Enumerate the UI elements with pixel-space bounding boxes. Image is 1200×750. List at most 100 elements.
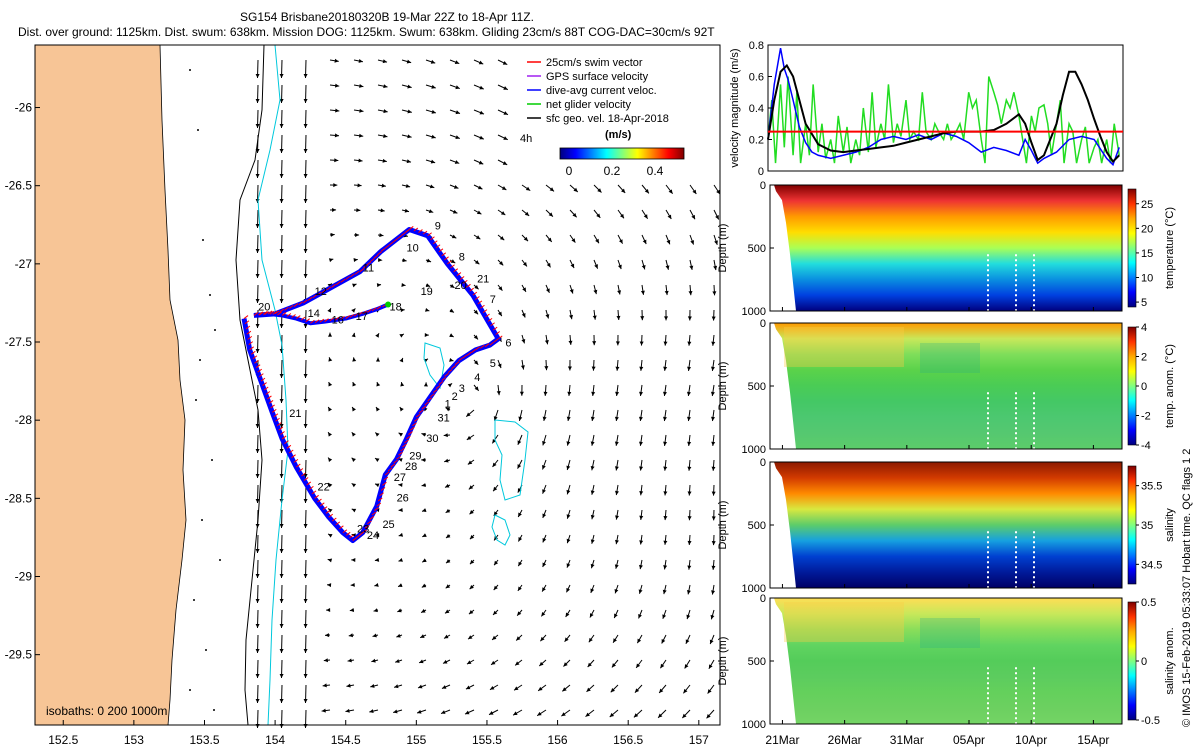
- velocity-arrowhead: [565, 612, 570, 618]
- velocity-arrowhead: [449, 333, 454, 337]
- velocity-arrowhead: [639, 515, 644, 520]
- velocity-arrowhead: [564, 637, 569, 642]
- velocity-arrowhead: [712, 291, 717, 296]
- velocity-arrowhead: [522, 287, 526, 292]
- velocity-arrowhead: [375, 458, 380, 462]
- velocity-arrowhead: [303, 348, 308, 353]
- swim-vector: [400, 447, 405, 452]
- section-cool-anomaly: [920, 343, 980, 373]
- velocity-arrowhead: [422, 558, 427, 563]
- swim-vector: [447, 260, 452, 265]
- swim-vector: [396, 455, 401, 460]
- coastal-island: [199, 359, 201, 361]
- velocity-arrowhead: [592, 341, 597, 346]
- velocity-arrowhead: [662, 589, 667, 595]
- velocity-arrowhead: [621, 188, 626, 193]
- swim-vector: [392, 238, 398, 243]
- velocity-arrowhead: [406, 159, 412, 164]
- swim-vector: [349, 534, 354, 539]
- velocity-arrowhead: [666, 239, 671, 245]
- velocity-arrowhead: [687, 316, 692, 321]
- coastal-island: [209, 294, 211, 296]
- swim-vector: [373, 254, 379, 259]
- velocity-arrowhead: [569, 289, 574, 294]
- velocity-arrowhead: [518, 512, 522, 517]
- velocity-arrowhead: [431, 109, 436, 114]
- velocity-arrowhead: [398, 432, 404, 437]
- velocity-arrowhead: [664, 316, 669, 321]
- velocity-arrowhead: [255, 598, 260, 603]
- swim-vector: [245, 325, 251, 330]
- velocity-arrowhead: [566, 514, 571, 519]
- swim-vector: [463, 279, 468, 284]
- track-day-label: 29: [409, 450, 421, 462]
- swim-vector: [298, 468, 304, 472]
- velocity-arrowhead: [279, 148, 284, 153]
- velocity-arrowhead: [394, 684, 399, 689]
- depth-ylabel: Depth (m): [717, 362, 729, 411]
- velocity-arrowhead: [279, 248, 284, 253]
- velocity-arrowhead: [688, 291, 693, 296]
- velocity-arrowhead: [255, 473, 260, 478]
- swim-vector: [371, 307, 377, 312]
- velocity-arrowhead: [498, 286, 503, 291]
- swim-vector: [384, 471, 390, 476]
- swim-vector: [380, 487, 386, 491]
- date-tick-label: 21Mar: [765, 733, 799, 747]
- swim-vector: [345, 315, 351, 319]
- velocity-arrowhead: [255, 173, 260, 178]
- colorbar-tick-label: 15: [1141, 248, 1153, 260]
- velocity-arrowhead: [303, 598, 308, 603]
- swim-vector: [482, 309, 488, 314]
- velocity-arrowhead: [639, 441, 643, 446]
- velocity-arrowhead: [279, 573, 284, 578]
- swim-vector: [480, 304, 485, 309]
- velocity-arrowhead: [255, 423, 260, 428]
- velocity-arrowhead: [255, 123, 260, 128]
- track-day-label: 8: [459, 252, 465, 264]
- y-tick-label: 500: [748, 243, 766, 255]
- swim-vector: [288, 305, 294, 309]
- velocity-arrowhead: [594, 264, 598, 269]
- velocity-arrowhead: [303, 423, 308, 428]
- track-day-label: 28: [405, 461, 417, 473]
- velocity-arrowhead: [711, 590, 716, 595]
- velocity-arrowhead: [567, 366, 572, 371]
- velocity-arrowhead: [417, 709, 422, 714]
- swim-vector: [387, 467, 393, 472]
- swim-vector: [329, 317, 335, 322]
- x-tick-label: 152.5: [48, 733, 78, 747]
- velocity-ylabel: velocity magnitude (m/s): [729, 48, 741, 167]
- velocity-arrowhead: [596, 213, 601, 218]
- velocity-arrowhead: [543, 391, 548, 396]
- velocity-arrowhead: [326, 607, 331, 612]
- velocity-arrowhead: [615, 515, 619, 520]
- velocity-arrowhead: [469, 534, 475, 540]
- swim-vector: [469, 287, 474, 292]
- velocity-arrowhead: [431, 84, 436, 89]
- swim-vector: [412, 422, 417, 427]
- velocity-series: [767, 48, 1120, 167]
- y-tick-label: 0.4: [749, 103, 764, 115]
- y-tick-label: 0: [760, 318, 766, 330]
- velocity-arrowhead: [279, 98, 284, 103]
- date-tick-label: 10Apr: [1015, 733, 1047, 747]
- colorbar-tick-label: 35.5: [1141, 481, 1162, 493]
- swim-vector: [249, 346, 254, 351]
- seamount-contour: [491, 514, 511, 546]
- swim-vector: [393, 459, 399, 464]
- track-day-label: 10: [406, 242, 418, 254]
- swim-vector: [477, 300, 483, 305]
- velocity-arrowhead: [638, 416, 643, 421]
- velocity-arrowhead: [597, 188, 602, 193]
- velocity-arrowhead: [515, 661, 520, 666]
- velocity-arrowhead: [614, 613, 618, 619]
- y-tick-label: -26.5: [5, 179, 33, 193]
- velocity-arrowhead: [445, 407, 451, 412]
- velocity-panel: 0 0.2 0.4 0.6 0.8 velocity magnitude (m/s): [729, 40, 1124, 178]
- swim-vector: [246, 330, 252, 335]
- velocity-arrowhead: [517, 611, 522, 616]
- velocity-arrowhead: [441, 710, 446, 714]
- velocity-arrowhead: [450, 283, 455, 288]
- velocity-arrowhead: [640, 316, 645, 321]
